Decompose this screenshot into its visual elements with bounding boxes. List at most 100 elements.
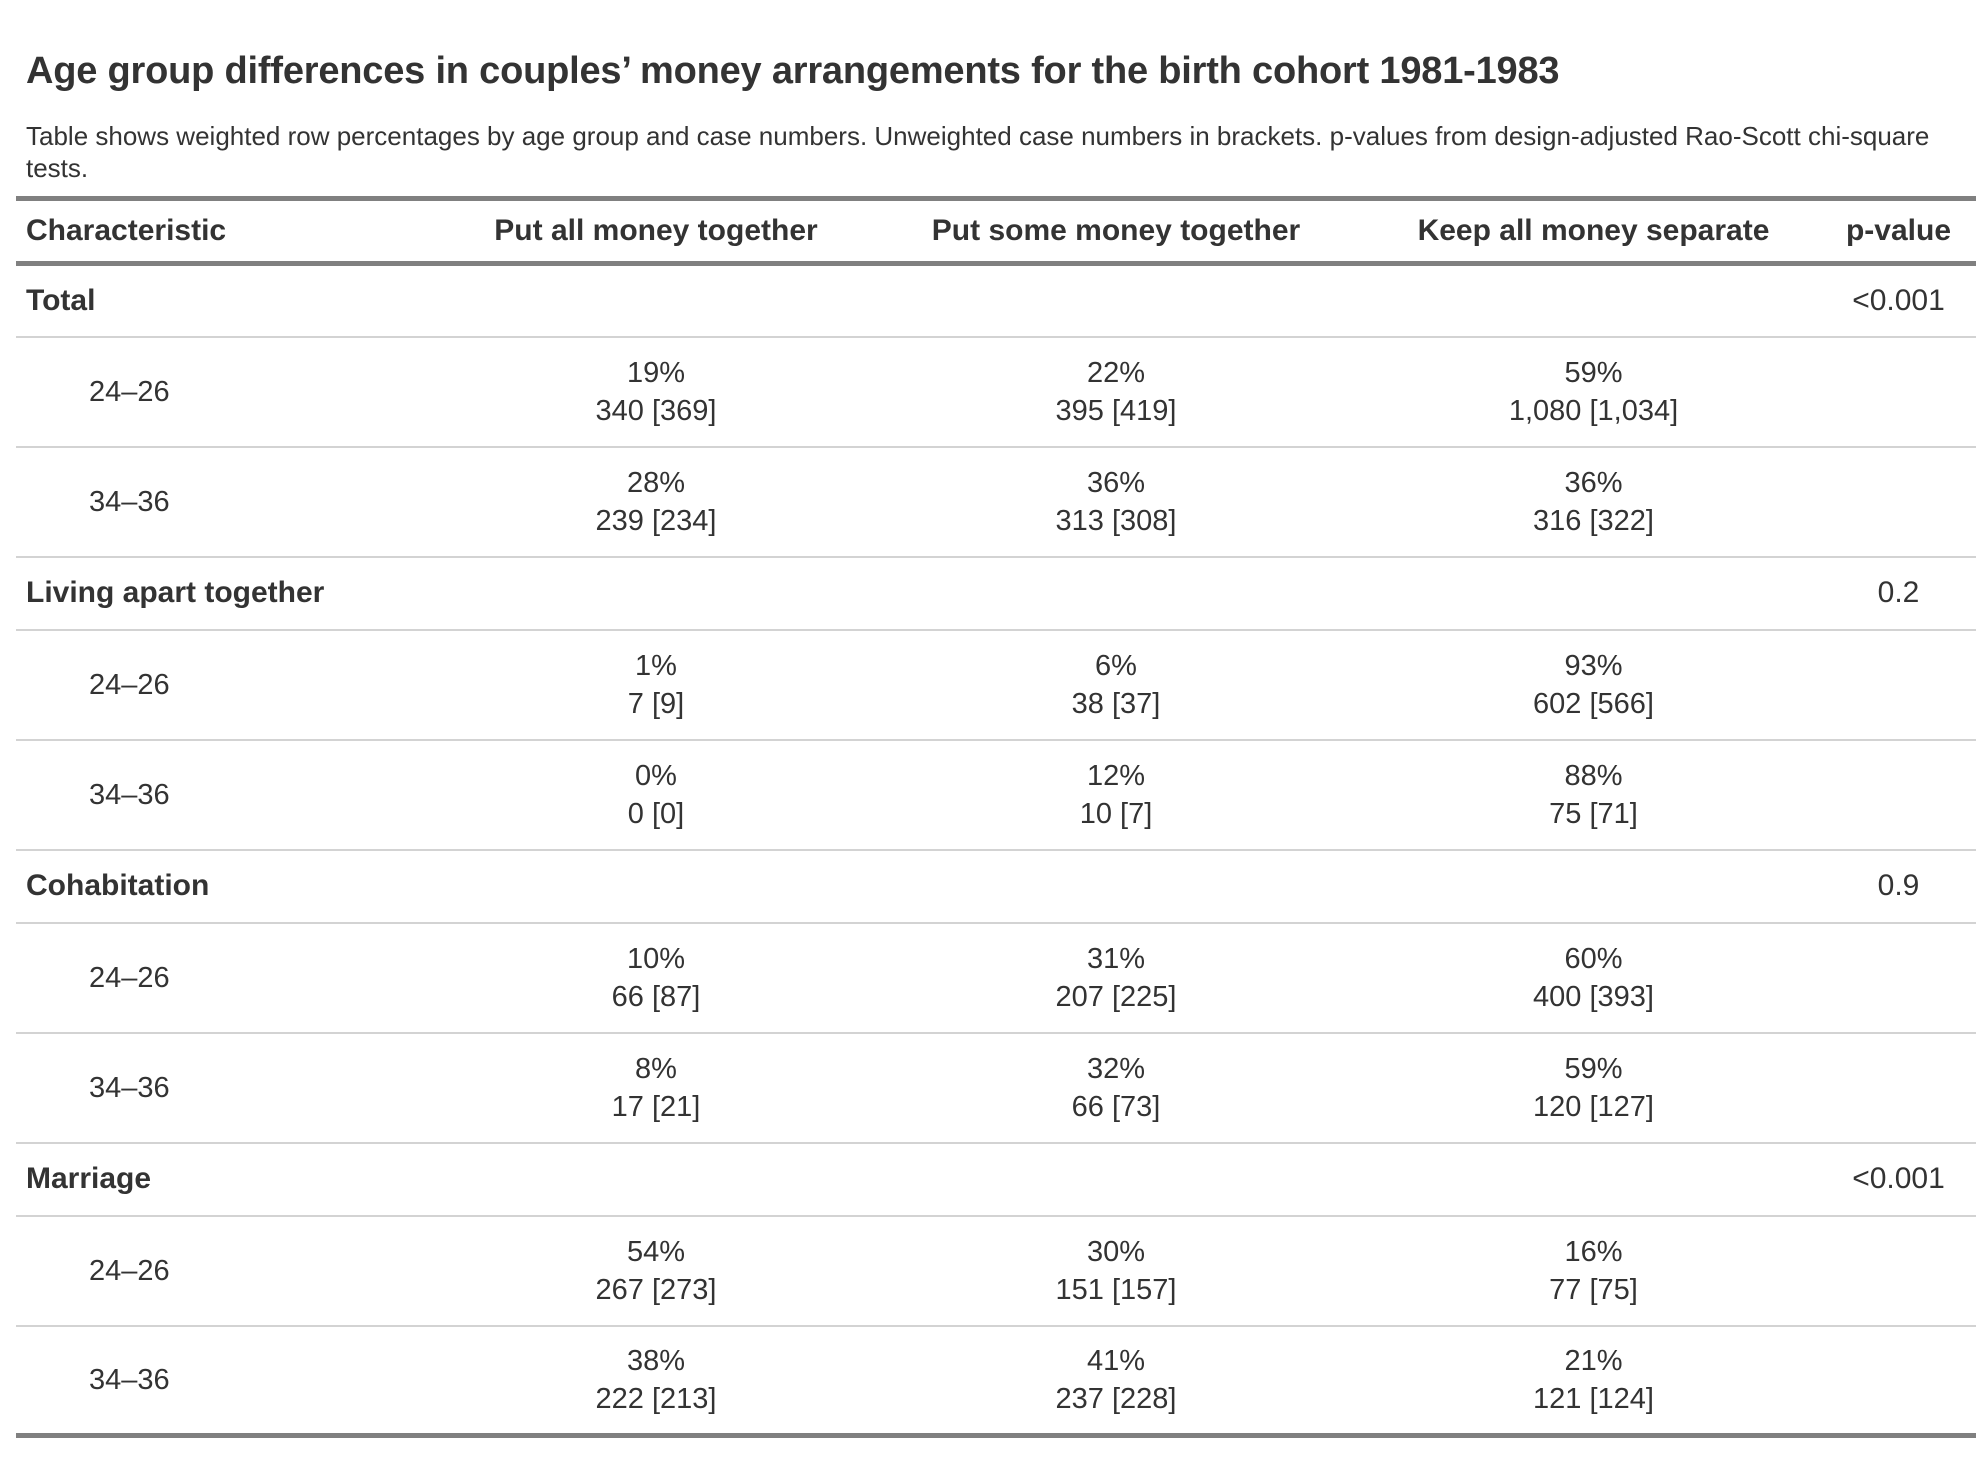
cell-all-separate: 16% 77 [75] (1366, 1216, 1821, 1326)
case-numbers: 151 [157] (1055, 1273, 1177, 1306)
percentage-value: 28% (626, 466, 686, 499)
cell-all-together: 19% 340 [369] (446, 337, 866, 447)
group-row-marriage: Marriage <0.001 (16, 1143, 1976, 1216)
case-numbers: 75 [71] (1549, 797, 1638, 830)
cell-all-separate: 36% 316 [322] (1366, 447, 1821, 557)
cell-some-together: 6% 38 [37] (866, 630, 1366, 740)
percentage-value: 21% (1564, 1344, 1623, 1377)
case-numbers: 1,080 [1,034] (1508, 394, 1679, 427)
p-value-cell: 0.2 (1877, 576, 1920, 609)
case-numbers: 77 [75] (1549, 1273, 1638, 1306)
cell-all-together: 0% 0 [0] (446, 740, 866, 850)
group-row-living-apart-together: Living apart together 0.2 (16, 557, 1976, 630)
cell-all-separate: 21% 121 [124] (1366, 1326, 1821, 1436)
group-label: Total (26, 283, 96, 317)
percentage-value: 10% (626, 942, 686, 975)
cell-some-together: 41% 237 [228] (866, 1326, 1366, 1436)
case-numbers: 10 [7] (1079, 797, 1153, 830)
table-row: 24–26 19% 340 [369] 22% 395 [419] 59% 1,080 [1… (16, 337, 1976, 447)
cell-some-together: 36% 313 [308] (866, 447, 1366, 557)
case-numbers: 267 [273] (595, 1273, 717, 1306)
column-header-p-value: p-value (1845, 214, 1952, 247)
table-row: 34–36 8% 17 [21] 32% 66 [73] 59% 120 [127] (16, 1033, 1976, 1143)
cell-all-separate: 88% 75 [71] (1366, 740, 1821, 850)
group-label: Living apart together (26, 576, 325, 609)
cell-all-together: 54% 267 [273] (446, 1216, 866, 1326)
column-header-all-separate: Keep all money separate (1417, 214, 1770, 247)
case-numbers: 66 [87] (611, 980, 701, 1013)
case-numbers: 400 [393] (1533, 980, 1654, 1013)
table-row: 34–36 0% 0 [0] 12% 10 [7] 88% 75 [71] (16, 740, 1976, 850)
cell-all-together: 8% 17 [21] (446, 1033, 866, 1143)
percentage-value: 22% (1086, 356, 1146, 389)
empty-cell (446, 557, 866, 630)
case-numbers: 38 [37] (1071, 687, 1161, 720)
age-group-label: 34–36 (89, 485, 170, 518)
table-row: 24–26 10% 66 [87] 31% 207 [225] 60% 400 [393] (16, 923, 1976, 1033)
cell-some-together: 31% 207 [225] (866, 923, 1366, 1033)
cell-some-together: 12% 10 [7] (866, 740, 1366, 850)
percentage-value: 32% (1086, 1052, 1146, 1085)
percentage-value: 30% (1086, 1235, 1146, 1268)
percentage-value: 19% (626, 356, 686, 389)
case-numbers: 313 [308] (1055, 504, 1177, 537)
cell-some-together: 22% 395 [419] (866, 337, 1366, 447)
p-value-cell: 0.9 (1877, 869, 1920, 902)
cell-all-separate: 59% 120 [127] (1366, 1033, 1821, 1143)
percentage-value: 0% (635, 759, 677, 792)
case-numbers: 340 [369] (595, 394, 717, 427)
percentage-value: 59% (1564, 356, 1623, 389)
table-body: Total <0.001 24–26 19% 340 [369] 22% 395 [419]… (16, 264, 1976, 1436)
case-numbers: 602 [566] (1533, 687, 1654, 720)
empty-cell (866, 850, 1366, 923)
case-numbers: 0 [0] (627, 797, 685, 830)
case-numbers: 316 [322] (1533, 504, 1654, 537)
percentage-value: 38% (626, 1344, 686, 1377)
empty-cell (1821, 740, 1976, 850)
percentage-value: 93% (1564, 649, 1623, 682)
case-numbers: 7 [9] (627, 687, 685, 720)
money-arrangements-table: Characteristic Put all money together Pu… (16, 196, 1976, 1438)
percentage-value: 36% (1086, 466, 1146, 499)
table-subtitle: Table shows weighted row percentages by … (26, 121, 1930, 183)
percentage-value: 41% (1086, 1344, 1146, 1377)
empty-cell (866, 557, 1366, 630)
case-numbers: 207 [225] (1055, 980, 1177, 1013)
percentage-value: 36% (1564, 466, 1623, 499)
empty-cell (866, 264, 1366, 337)
percentage-value: 54% (626, 1235, 686, 1268)
cell-all-separate: 60% 400 [393] (1366, 923, 1821, 1033)
percentage-value: 1% (635, 649, 677, 682)
age-group-label: 24–26 (89, 1254, 170, 1287)
age-group-label: 24–26 (89, 668, 170, 701)
cell-some-together: 32% 66 [73] (866, 1033, 1366, 1143)
empty-cell (1366, 850, 1821, 923)
empty-cell (446, 264, 866, 337)
case-numbers: 17 [21] (611, 1090, 701, 1123)
empty-cell (1821, 1033, 1976, 1143)
empty-cell (1821, 1216, 1976, 1326)
age-group-label: 34–36 (89, 778, 170, 811)
group-label: Marriage (26, 1162, 152, 1195)
empty-cell (1366, 264, 1821, 337)
table-row: 24–26 54% 267 [273] 30% 151 [157] 16% 77 [75] (16, 1216, 1976, 1326)
cell-all-together: 28% 239 [234] (446, 447, 866, 557)
group-row-cohabitation: Cohabitation 0.9 (16, 850, 1976, 923)
percentage-value: 31% (1086, 942, 1146, 975)
percentage-value: 88% (1564, 759, 1623, 792)
empty-cell (1821, 630, 1976, 740)
case-numbers: 66 [73] (1071, 1090, 1161, 1123)
percentage-value: 6% (1095, 649, 1137, 682)
cell-all-together: 38% 222 [213] (446, 1326, 866, 1436)
percentage-value: 60% (1564, 942, 1623, 975)
case-numbers: 222 [213] (595, 1382, 717, 1415)
p-value-cell: <0.001 (1852, 283, 1945, 317)
empty-cell (1821, 337, 1976, 447)
empty-cell (446, 850, 866, 923)
case-numbers: 237 [228] (1055, 1382, 1177, 1415)
column-header-all-together: Put all money together (494, 214, 818, 247)
empty-cell (1821, 923, 1976, 1033)
column-header-characteristic: Characteristic (26, 214, 227, 247)
age-group-label: 24–26 (89, 375, 170, 408)
header-row: Characteristic Put all money together Pu… (16, 198, 1976, 264)
